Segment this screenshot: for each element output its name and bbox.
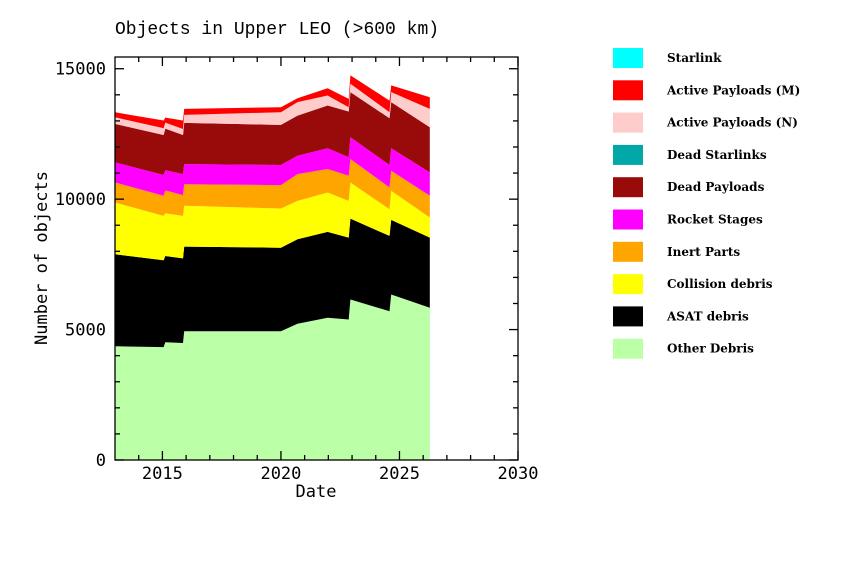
area-asat-debris [115, 218, 430, 348]
legend-label-other-debris: Other Debris [667, 342, 754, 356]
legend-swatch-dead-starlinks [613, 144, 643, 165]
area-inert-parts [115, 159, 430, 218]
y-tick-label: 0 [96, 451, 106, 471]
legend-swatch-active-payloads-n [613, 112, 643, 133]
area-other-debris [115, 294, 430, 460]
legend-swatch-rocket-stages [613, 209, 643, 230]
legend-swatch-asat-debris [613, 306, 643, 327]
legend-label-inert-parts: Inert Parts [667, 245, 740, 259]
x-tick-label: 2020 [260, 464, 301, 484]
legend-swatch-other-debris [613, 338, 643, 359]
y-tick-label: 5000 [65, 321, 106, 341]
area-active-payloads-n [115, 83, 430, 135]
area-collision-debris [115, 182, 430, 261]
legend-label-rocket-stages: Rocket Stages [667, 213, 763, 227]
x-axis-label: Date [296, 482, 337, 502]
area-rocket-stages [115, 137, 430, 196]
x-tick-label: 2030 [498, 464, 539, 484]
legend-label-active-payloads-n: Active Payloads (N) [666, 116, 798, 130]
legend-swatch-starlink [613, 48, 643, 68]
plot-frame [114, 56, 519, 461]
y-axis-label: Number of objects [32, 171, 52, 345]
legend-label-asat-debris: ASAT debris [666, 309, 749, 323]
legend-swatch-inert-parts [613, 241, 643, 262]
area-dead-payloads [115, 92, 430, 175]
legend-label-collision-debris: Collision debris [667, 277, 773, 291]
legend-label-dead-payloads: Dead Payloads [667, 180, 765, 194]
chart-title: Objects in Upper LEO (>600 km) [115, 20, 439, 40]
y-tick-label: 15000 [55, 60, 106, 80]
x-tick-label: 2015 [142, 464, 183, 484]
legend: Starlink Active Payloads (M) Active Payloa… [613, 48, 800, 359]
y-tick-label: 10000 [55, 190, 106, 210]
x-tick-label: 2025 [379, 464, 420, 484]
legend-swatch-active-payloads-m [613, 80, 643, 101]
legend-swatch-collision-debris [613, 274, 643, 295]
legend-swatch-dead-payloads [613, 177, 643, 198]
tick-labels: 2015 2020 2025 2030 0 5000 10000 15000 [55, 60, 539, 484]
area-active-payloads-m [115, 75, 430, 129]
legend-label-active-payloads-m: Active Payloads (M) [666, 83, 800, 97]
legend-label-starlink: Starlink [667, 51, 722, 65]
areas [115, 75, 430, 460]
legend-label-dead-starlinks: Dead Starlinks [667, 148, 767, 162]
axis-ticks [115, 57, 519, 461]
